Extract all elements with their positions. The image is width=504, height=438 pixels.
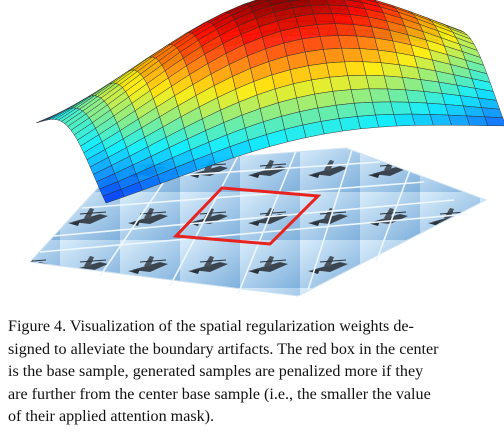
surface-cell	[329, 75, 352, 92]
caption-line: signed to alleviate the boundary artifac…	[8, 340, 439, 358]
surface-cell	[426, 102, 449, 116]
surface-cell	[307, 0, 330, 6]
surface-cell	[344, 61, 367, 76]
surface-cell	[429, 114, 452, 126]
base-sample-red-box	[172, 186, 322, 246]
surface-cell	[308, 62, 330, 81]
surface-cell	[368, 88, 391, 103]
surface-cell	[359, 48, 382, 63]
surface-cell	[338, 35, 360, 49]
surface-cell	[313, 13, 336, 25]
surface-cell	[357, 114, 379, 130]
surface-cell	[350, 88, 373, 104]
surface-cell	[383, 75, 406, 91]
tile-grid-lines	[39, 149, 469, 295]
surface-cell	[372, 101, 394, 116]
surface-cell	[356, 35, 379, 51]
surface-cell	[402, 77, 425, 92]
surface-cell	[390, 101, 413, 115]
surface-cell	[375, 114, 398, 128]
regularization-weight-surface	[35, 0, 504, 204]
surface-cell	[316, 23, 339, 37]
surface-cell	[481, 107, 504, 119]
caption-line: of their applied attention mask).	[8, 408, 215, 426]
surface-cell	[405, 89, 428, 104]
surface-cell	[331, 13, 354, 25]
surface-cell	[347, 74, 370, 90]
surface-cell	[341, 47, 364, 63]
surface-cell	[326, 61, 349, 78]
caption-line: are further from the center base sample …	[8, 385, 431, 403]
caption-line: Figure 4. Visualization of the spatial r…	[8, 318, 414, 335]
surface-cell	[387, 88, 409, 103]
surface-cell	[444, 104, 467, 117]
surface-cell	[310, 4, 333, 15]
surface-cell	[362, 61, 385, 77]
surface-cell	[102, 189, 125, 204]
surface-cell	[393, 113, 416, 127]
figure-caption: Figure 4. Visualization of the spatial r…	[8, 316, 496, 429]
surface-cell	[353, 101, 376, 117]
surface-cell	[338, 116, 361, 132]
surface-cell	[304, 49, 327, 66]
surface-cell	[320, 118, 343, 135]
figure-4-visualization	[28, 0, 504, 297]
surface-cell	[332, 89, 355, 106]
surface-cell	[319, 35, 342, 50]
surface-cell	[323, 47, 345, 64]
surface-cell	[447, 114, 470, 126]
surface-cell	[408, 101, 431, 115]
surface-cell	[335, 102, 358, 119]
surface-cell	[411, 113, 434, 126]
caption-line: is the base sample, generated samples ar…	[8, 363, 424, 381]
surface-cell	[466, 115, 489, 126]
surface-cell	[334, 23, 357, 37]
surface-cell	[365, 74, 388, 90]
